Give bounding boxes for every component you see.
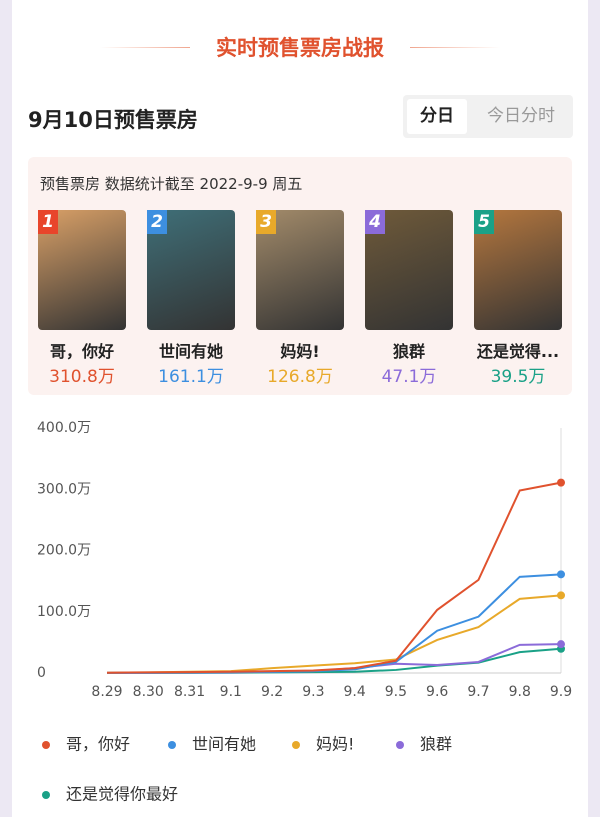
movie-name: 妈妈!: [280, 342, 320, 361]
x-tick-label: 9.9: [550, 684, 572, 700]
legend-marker: [42, 741, 50, 749]
rank-badge: 5: [474, 210, 494, 234]
y-tick-label: 100.0万: [37, 604, 91, 620]
movie-value: 310.8万: [49, 367, 115, 387]
decoration: [100, 47, 190, 48]
x-tick-label: 9.1: [220, 684, 242, 700]
tab[interactable]: 分日: [407, 99, 467, 134]
x-tick-label: 9.4: [344, 684, 366, 700]
y-tick-label: 400.0万: [37, 420, 91, 436]
header-title: 实时预售票房战报: [216, 36, 384, 60]
movie-value: 47.1万: [381, 367, 437, 387]
movie-value: 161.1万: [158, 367, 224, 387]
legend-marker: [396, 741, 404, 749]
section-title: 9月10日预售票房: [28, 108, 198, 132]
end-point: [557, 570, 565, 579]
tab-bar: 分日 今日分时: [403, 95, 573, 138]
legend-marker: [168, 741, 176, 749]
legend-label: 还是觉得你最好: [66, 785, 178, 804]
rank-badge: 1: [38, 210, 58, 234]
movie-name: 狼群: [392, 342, 425, 361]
rank-badge: 3: [256, 210, 276, 234]
x-tick-label: 9.2: [261, 684, 283, 700]
legend-label: 狼群: [420, 735, 452, 754]
end-point: [557, 640, 565, 649]
y-tick-label: 300.0万: [37, 481, 91, 497]
legend-label: 哥，你好: [66, 735, 130, 754]
legend-label: 妈妈!: [316, 735, 354, 754]
x-tick-label: 9.7: [467, 684, 489, 700]
end-point: [557, 591, 565, 600]
movie-value: 126.8万: [267, 367, 333, 387]
series-line: [106, 594, 562, 674]
x-tick-label: 9.6: [426, 684, 448, 700]
movie-value: 39.5万: [490, 367, 546, 387]
y-tick-label: 200.0万: [37, 543, 91, 559]
x-tick-label: 8.29: [91, 684, 122, 700]
legend-label: 世间有她: [192, 735, 256, 754]
series-line: [106, 481, 562, 674]
info-text: 预售票房 数据统计截至 2022-9-9 周五: [40, 175, 303, 193]
movie-name: 哥，你好: [49, 342, 114, 361]
rank-badge: 4: [365, 210, 385, 234]
movie-name: 还是觉得...: [476, 342, 560, 361]
end-point: [557, 478, 565, 487]
x-tick-label: 9.8: [509, 684, 531, 700]
rank-badge: 2: [147, 210, 167, 234]
x-tick-label: 8.30: [133, 684, 164, 700]
x-tick-label: 9.3: [302, 684, 324, 700]
chart: 0 100.0万 200.0万 300.0万 400.0万 8.29 8.30 8.31 9.1…: [37, 420, 572, 804]
tab[interactable]: 今日分时: [487, 106, 555, 126]
y-tick-label: 0: [37, 665, 46, 681]
legend-marker: [292, 741, 300, 749]
x-tick-label: 9.5: [385, 684, 407, 700]
legend-marker: [42, 791, 50, 799]
x-tick-label: 8.31: [174, 684, 205, 700]
movie-name: 世间有她: [158, 342, 223, 361]
